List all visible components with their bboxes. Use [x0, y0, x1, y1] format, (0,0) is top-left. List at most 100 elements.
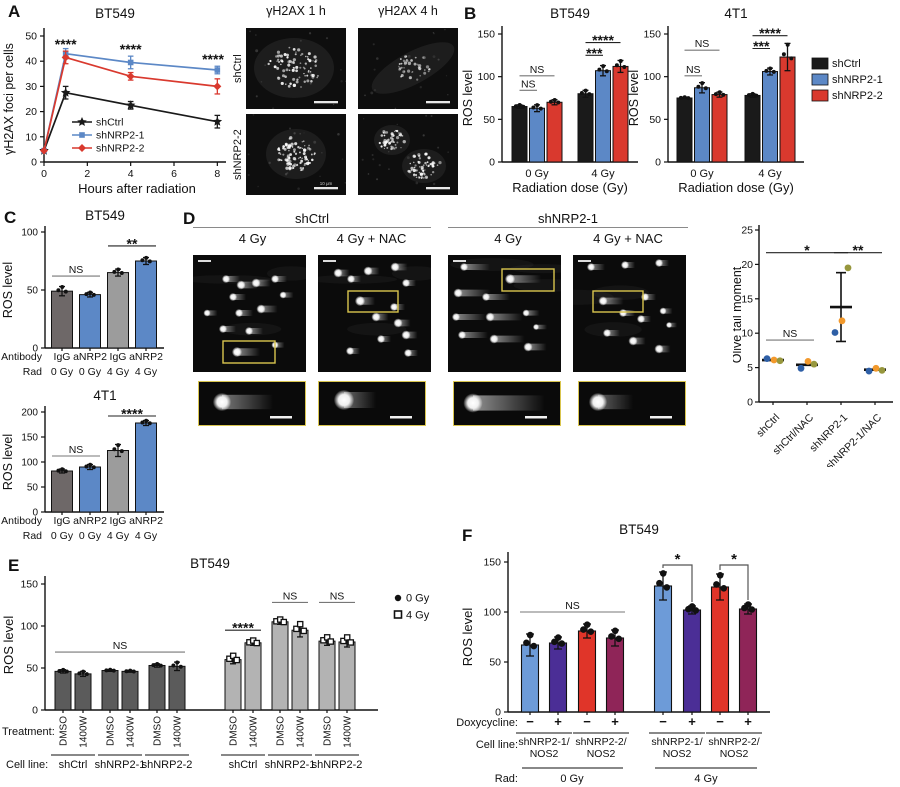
sig-bracket — [662, 564, 693, 602]
gh2ax-focus — [424, 169, 426, 171]
background-speck — [433, 32, 435, 35]
chart-title: BT549 — [190, 556, 230, 571]
cellline-label: shCtrl — [59, 759, 88, 771]
gh2ax-focus — [289, 162, 292, 166]
comet-tail — [223, 326, 236, 332]
comet-tail — [406, 280, 416, 286]
gh2ax-focus — [306, 79, 310, 83]
data-point — [678, 95, 683, 100]
y-tick-label: 100 — [643, 71, 661, 83]
data-point — [611, 627, 619, 635]
data-point — [151, 663, 156, 668]
cellline-label: shNRP2-2 — [142, 759, 193, 771]
y-tick-label: 50 — [27, 483, 39, 494]
y-tick-label: 15 — [741, 293, 753, 305]
scale-bar — [390, 416, 412, 419]
row-label: Cell line: — [476, 739, 518, 751]
gh2ax-focus — [307, 52, 311, 56]
gh2ax-focus — [278, 151, 281, 155]
background-speck — [372, 43, 375, 46]
gh2ax-focus — [422, 176, 425, 179]
chart-title: BT549 — [550, 6, 590, 21]
cellline-label: NOS2 — [530, 748, 559, 760]
background-streak — [591, 285, 649, 301]
bar — [54, 670, 72, 711]
background-speck — [271, 107, 275, 109]
background-speck — [299, 132, 302, 135]
rad-label: 4 Gy — [135, 366, 158, 378]
background-speck — [345, 80, 346, 82]
background-speck — [309, 82, 312, 85]
legend-label: shCtrl — [832, 58, 861, 70]
comet-tail — [456, 314, 486, 320]
background-speck — [340, 80, 343, 83]
data-point — [530, 642, 538, 650]
sig-label: NS — [69, 264, 84, 276]
y-tick-label: 0 — [31, 157, 37, 169]
background-speck — [257, 185, 259, 188]
y-tick-label: 0 — [747, 397, 753, 409]
y-tick-label: 30 — [25, 81, 37, 93]
gh2ax-focus — [302, 152, 306, 156]
marker-diamond — [61, 53, 70, 62]
comet-head — [402, 279, 410, 287]
data-point — [656, 579, 663, 587]
comet-head — [245, 327, 253, 335]
y-tick-label: 50 — [25, 31, 37, 43]
cellline-label: NOS2 — [663, 748, 692, 760]
data-point — [84, 292, 89, 297]
data-point — [558, 640, 566, 647]
gh2ax-focus — [288, 156, 291, 159]
gh2ax-focus — [389, 136, 393, 140]
comet-head — [377, 335, 385, 343]
bar — [51, 290, 73, 349]
gh2ax-focus — [403, 70, 406, 72]
cellline-label: shNRP2-1/ — [518, 736, 569, 748]
gh2ax-focus — [288, 69, 291, 72]
background-speck — [396, 123, 398, 125]
gh2ax-focus — [408, 76, 412, 80]
comet-tail — [237, 348, 260, 356]
comet-tail — [623, 310, 635, 316]
bar — [779, 56, 796, 163]
micrograph-shctrl-1h — [246, 28, 346, 109]
data-point — [119, 449, 124, 454]
gh2ax-focus — [398, 65, 400, 68]
comet-head — [533, 324, 539, 330]
sig-label: * — [731, 551, 737, 568]
gh2ax-focus — [418, 67, 422, 71]
cellline-label: NOS2 — [720, 748, 749, 760]
background-streak — [584, 322, 642, 337]
gh2ax-focus — [293, 150, 296, 153]
sig-label: *** — [586, 45, 603, 61]
marker-diamond — [126, 72, 135, 81]
comet-head — [460, 263, 468, 271]
x-tick-label: 4 — [128, 168, 134, 180]
gh2ax-focus — [431, 170, 435, 174]
gh2ax-focus — [378, 141, 381, 145]
cellline-label: NOS2 — [587, 748, 616, 760]
chart-title: 4T1 — [93, 388, 116, 403]
gh2ax-focus — [304, 145, 306, 147]
data-point — [659, 570, 667, 577]
bar — [738, 608, 758, 713]
comet-tail — [659, 260, 669, 266]
gh2ax-focus — [292, 83, 297, 88]
gh2ax-focus — [417, 153, 421, 157]
marker-square — [214, 67, 221, 73]
row-label: Rad: — [495, 773, 518, 785]
gh2ax-focus — [277, 76, 281, 80]
x-tick-label: 6 — [171, 168, 177, 180]
data-point — [253, 639, 261, 647]
y-tick-label: 100 — [21, 228, 38, 239]
row-label: Rad — [23, 366, 42, 378]
data-point — [587, 628, 595, 635]
comet-tail — [381, 336, 391, 342]
gh2ax-focus — [411, 71, 413, 73]
bar-chart-ros-e: 0 50 100 150 BT549 ROS level DMSO 1400W DMSO 1400… — [1, 556, 430, 771]
background-speck — [373, 89, 377, 92]
bar — [135, 422, 157, 513]
background-speck — [313, 140, 317, 144]
data-point — [551, 638, 558, 646]
